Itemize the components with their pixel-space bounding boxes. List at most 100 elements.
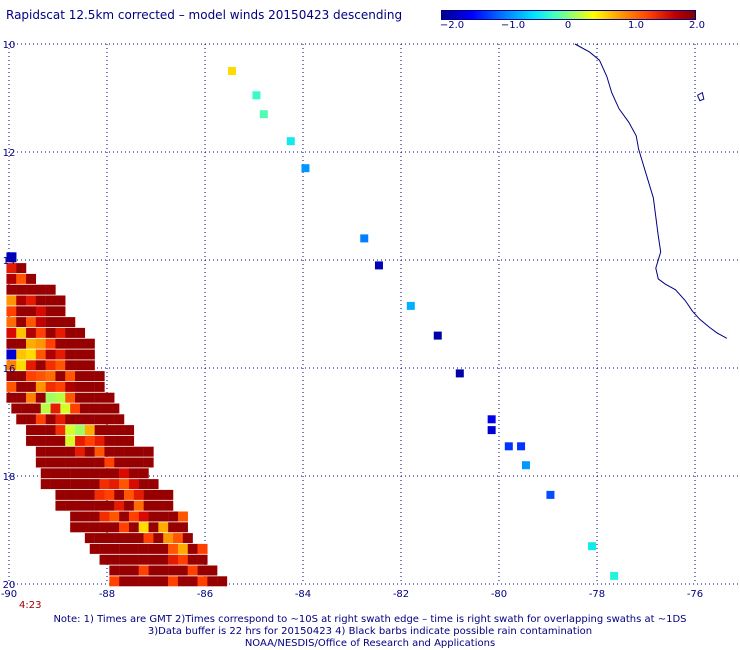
swath-cell [16, 392, 27, 403]
swath-cell [148, 479, 159, 490]
swath-cell [60, 403, 71, 414]
wind-point [286, 137, 295, 146]
swath-cell [99, 543, 110, 554]
colorbar-tick: 2.0 [689, 20, 705, 31]
swath-cell [99, 479, 110, 490]
swath-cell [45, 317, 56, 328]
swath-cell [6, 252, 17, 263]
swath-cell [99, 468, 110, 479]
wind-point [521, 461, 530, 470]
swath-cell [94, 457, 105, 468]
swath-cell [94, 446, 105, 457]
swath-cell [168, 576, 179, 587]
x-tick-label: -82 [393, 589, 409, 600]
swath-cell [55, 317, 66, 328]
wind-point [504, 442, 513, 451]
swath-cell [84, 489, 95, 500]
swath-cell [55, 381, 66, 392]
coastline-path [574, 43, 728, 339]
swath-cell [75, 446, 86, 457]
note-line: NOAA/NESDIS/Office of Research and Appli… [244, 638, 496, 649]
y-tick-label: 12 [3, 148, 16, 159]
swath-cell [177, 522, 188, 533]
swath-cell [16, 360, 27, 371]
swath-cell [158, 522, 169, 533]
colorbar-tick: −2.0 [439, 20, 465, 31]
swath-cell [75, 457, 86, 468]
swath-cell [109, 403, 120, 414]
swath-cell [124, 425, 135, 436]
swath-cell [45, 392, 56, 403]
swath-cell [16, 306, 27, 317]
swath-cell [16, 338, 27, 349]
gridlines [8, 43, 740, 585]
swath-cell [114, 446, 125, 457]
wind-point [227, 67, 236, 75]
swath-cell [153, 533, 164, 544]
swath-cell [217, 576, 228, 587]
swath-cell [124, 446, 135, 457]
swath-cell [35, 317, 46, 328]
swath-cell [55, 371, 66, 382]
swath-cell [109, 522, 120, 533]
swath-cell [138, 479, 149, 490]
wind-point [455, 369, 464, 378]
swath-cell [114, 500, 125, 511]
swath-cell [26, 360, 37, 371]
swath-cell [6, 349, 17, 360]
swath-cell [84, 533, 95, 544]
swath-cell [163, 489, 174, 500]
swath-cell [84, 349, 95, 360]
swath-cell [45, 457, 56, 468]
swath-cell [35, 392, 46, 403]
swath-cell [35, 457, 46, 468]
swath-cell [35, 360, 46, 371]
swath-cell [55, 489, 66, 500]
swath-cell [65, 435, 76, 446]
swath-cell [89, 479, 100, 490]
swath-cell [16, 327, 27, 338]
swath-cell [45, 360, 56, 371]
swath-cell [45, 338, 56, 349]
swath-cell [75, 435, 86, 446]
swath-cell [50, 403, 61, 414]
swath-cell [158, 543, 169, 554]
swath-cell [109, 554, 120, 565]
swath-cell [109, 479, 120, 490]
x-tick-label: -76 [687, 589, 703, 600]
swath-cell [70, 522, 81, 533]
swath-cell [207, 565, 218, 576]
swath-cell [119, 554, 130, 565]
swath-cell [187, 543, 198, 554]
swath-cell [65, 327, 76, 338]
swath-cell [143, 533, 154, 544]
swath-cell [158, 554, 169, 565]
swath-cell [75, 500, 86, 511]
swath-cell [197, 543, 208, 554]
swath-cell [35, 327, 46, 338]
swath-cell [16, 263, 27, 274]
swath-cell [114, 425, 125, 436]
swath-cell [94, 414, 105, 425]
swath-cell [6, 392, 17, 403]
swath-cell [148, 543, 159, 554]
swath-cell [6, 295, 17, 306]
footer-note: Note: 1) Times are GMT 2)Times correspon… [0, 614, 740, 650]
swath-cell [128, 565, 139, 576]
x-tick-label: -86 [197, 589, 213, 600]
swath-cell [65, 392, 76, 403]
swath-cell [109, 565, 120, 576]
swath-cell [148, 576, 159, 587]
x-tick-label: -90 [1, 589, 17, 600]
swath-cell [65, 381, 76, 392]
swath-cell [75, 425, 86, 436]
swath-cell [168, 522, 179, 533]
swath-cell [65, 425, 76, 436]
swath-cell [119, 511, 130, 522]
swath-cell [6, 371, 17, 382]
swath-cell [84, 500, 95, 511]
swath-cell [26, 306, 37, 317]
swath-cell [177, 511, 188, 522]
swath-cell [148, 511, 159, 522]
